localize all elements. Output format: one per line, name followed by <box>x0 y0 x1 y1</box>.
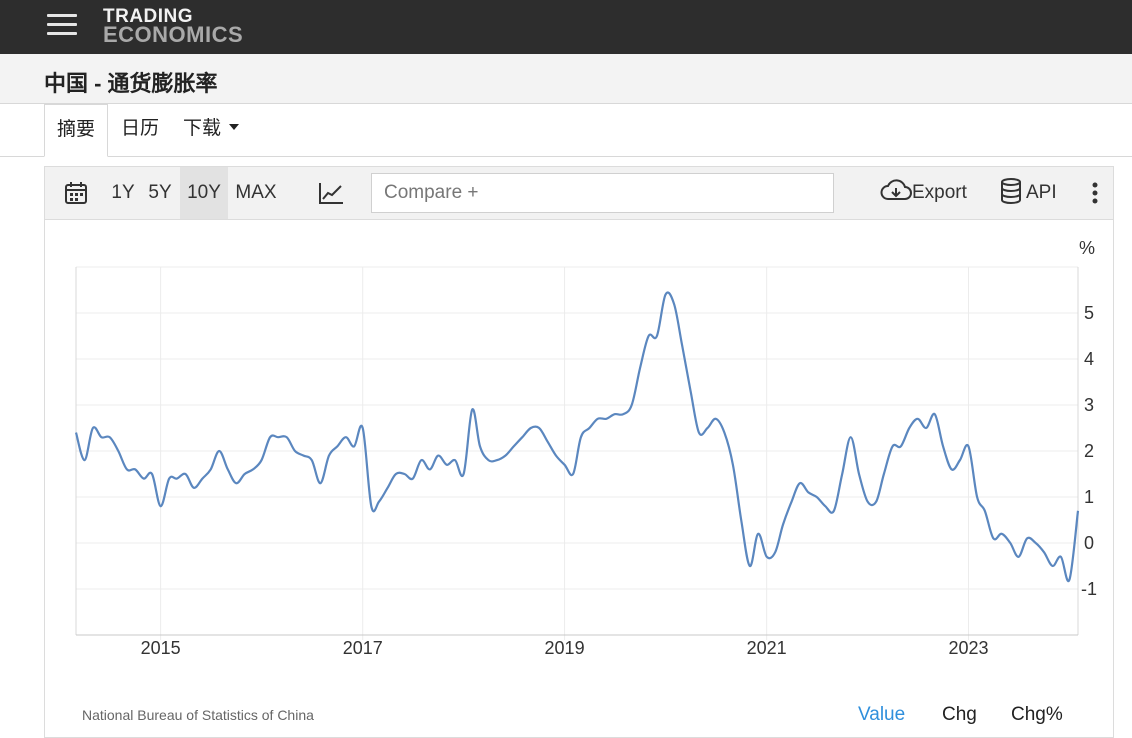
x-tick-label: 2019 <box>545 638 585 658</box>
logo-line2: ECONOMICS <box>103 22 244 47</box>
value-option[interactable]: Value <box>858 704 906 725</box>
chart-axes: -1 0 1 2 3 4 5 2015 2017 2019 2021 2023 <box>75 267 1097 658</box>
tab-calendar[interactable]: 日历 <box>121 104 159 156</box>
api-label: API <box>1026 182 1057 203</box>
series-line <box>74 291 1080 583</box>
chg-option[interactable]: Chg <box>942 704 977 725</box>
range-10y-button[interactable]: 10Y <box>180 167 228 219</box>
y-tick-label: 5 <box>1084 303 1094 323</box>
y-unit-label: % <box>1079 238 1095 258</box>
x-tick-label: 2021 <box>747 638 787 658</box>
tab-calendar-label: 日历 <box>121 118 160 139</box>
x-tick-label: 2017 <box>343 638 383 658</box>
export-button[interactable]: Export <box>880 167 976 219</box>
chart-toolbar: 1Y 5Y 10Y MAX Export API <box>45 167 1113 220</box>
top-navbar: TRADING ECONOMICS <box>0 0 1132 54</box>
chevron-down-icon <box>229 124 240 131</box>
tab-download-label: 下载 <box>183 118 222 139</box>
chgpct-option[interactable]: Chg% <box>1011 704 1063 725</box>
tab-bar: 摘要 日历 下载 <box>0 104 1132 157</box>
range-5y-button[interactable]: 5Y <box>148 182 172 203</box>
tab-summary-label: 摘要 <box>57 119 96 140</box>
api-button[interactable]: API <box>1000 167 1064 219</box>
logo[interactable]: TRADING ECONOMICS <box>103 6 244 47</box>
x-tick-label: 2023 <box>948 638 988 658</box>
y-tick-label: 1 <box>1084 487 1094 507</box>
range-max-button[interactable]: MAX <box>235 182 277 203</box>
tab-download[interactable]: 下载 <box>183 104 240 156</box>
y-tick-label: 0 <box>1084 533 1094 553</box>
y-tick-label: 4 <box>1084 349 1094 369</box>
tab-summary[interactable]: 摘要 <box>44 104 109 157</box>
export-label: Export <box>912 182 967 203</box>
database-icon <box>1001 177 1021 204</box>
page-title: 中国 - 通货膨胀率 <box>44 71 218 96</box>
y-tick-label: 3 <box>1084 395 1094 415</box>
y-tick-label: 2 <box>1084 441 1094 461</box>
range-1y-button[interactable]: 1Y <box>111 182 135 203</box>
calendar-icon[interactable] <box>55 167 97 219</box>
menu-icon[interactable] <box>47 12 77 38</box>
more-options-icon[interactable] <box>1085 167 1105 219</box>
source-text[interactable]: National Bureau of Statistics of China <box>82 707 314 723</box>
y-tick-label: -1 <box>1081 579 1097 599</box>
title-bar: 中国 - 通货膨胀率 <box>0 54 1132 104</box>
compare-input[interactable] <box>371 173 834 213</box>
chart-grid <box>76 266 1078 640</box>
x-tick-label: 2015 <box>141 638 181 658</box>
logo-line1: TRADING <box>103 6 194 27</box>
line-chart-icon[interactable] <box>311 167 351 219</box>
